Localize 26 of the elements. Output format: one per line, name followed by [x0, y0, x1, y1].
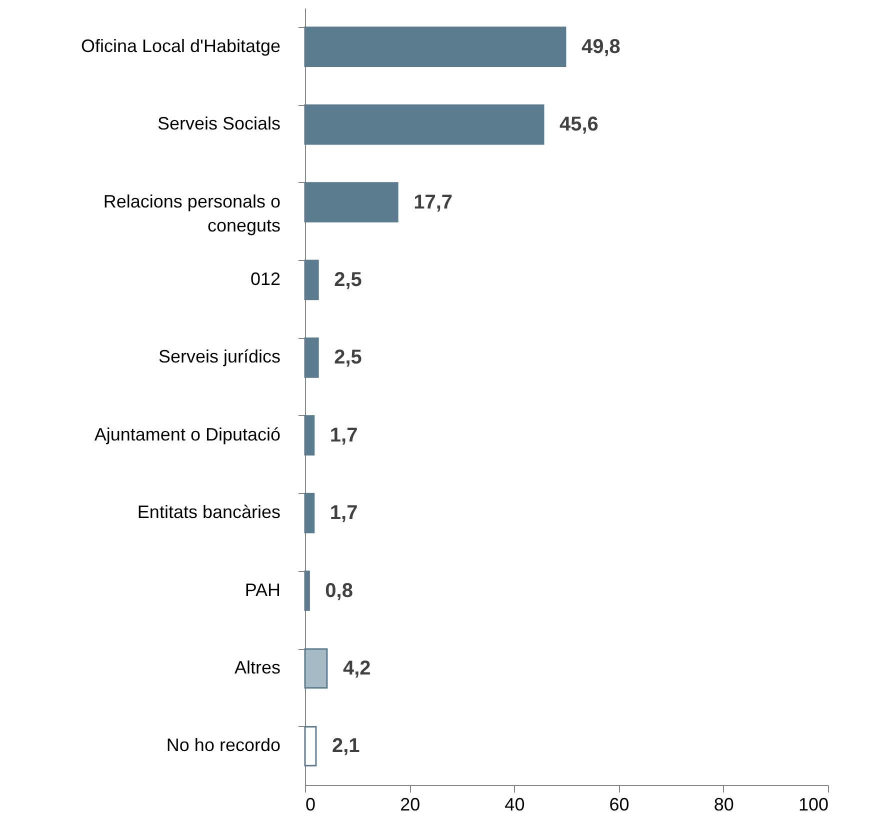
data-label: 2,1 [332, 735, 360, 758]
data-label: 1,7 [330, 502, 358, 524]
x-tick-label: 40 [504, 794, 525, 814]
y-tick-label: Serveis Socials [157, 114, 280, 134]
y-tick-label: 012 [250, 268, 280, 289]
data-label: 1,7 [330, 424, 358, 446]
x-tick-label: 0 [306, 794, 316, 814]
data-label: 17,7 [414, 191, 453, 214]
y-tick-label: Altres [234, 657, 280, 678]
x-tick-label: 60 [609, 794, 630, 814]
data-label: 0,8 [325, 580, 353, 602]
y-tick-label: Entitats bancàries [137, 502, 280, 522]
y-tick-label: PAH [244, 580, 280, 600]
y-tick-label: Relacions personals o coneguts [103, 191, 280, 236]
y-tick-label: Serveis jurídics [158, 346, 280, 367]
y-tick-label: Ajuntament o Diputació [94, 424, 280, 444]
data-label: 2,5 [334, 268, 362, 291]
data-label: 2,5 [334, 346, 362, 369]
data-label: 4,2 [342, 657, 371, 680]
data-label: 49,8 [581, 36, 620, 58]
x-tick-label: 100 [798, 794, 828, 814]
x-tick-label: 20 [400, 794, 420, 814]
x-tick-label: 80 [714, 794, 734, 814]
y-tick-label: No ho recordo [166, 735, 280, 756]
data-label: 45,6 [559, 114, 598, 136]
y-tick-label: Oficina Local d'Habitatge [80, 36, 280, 56]
